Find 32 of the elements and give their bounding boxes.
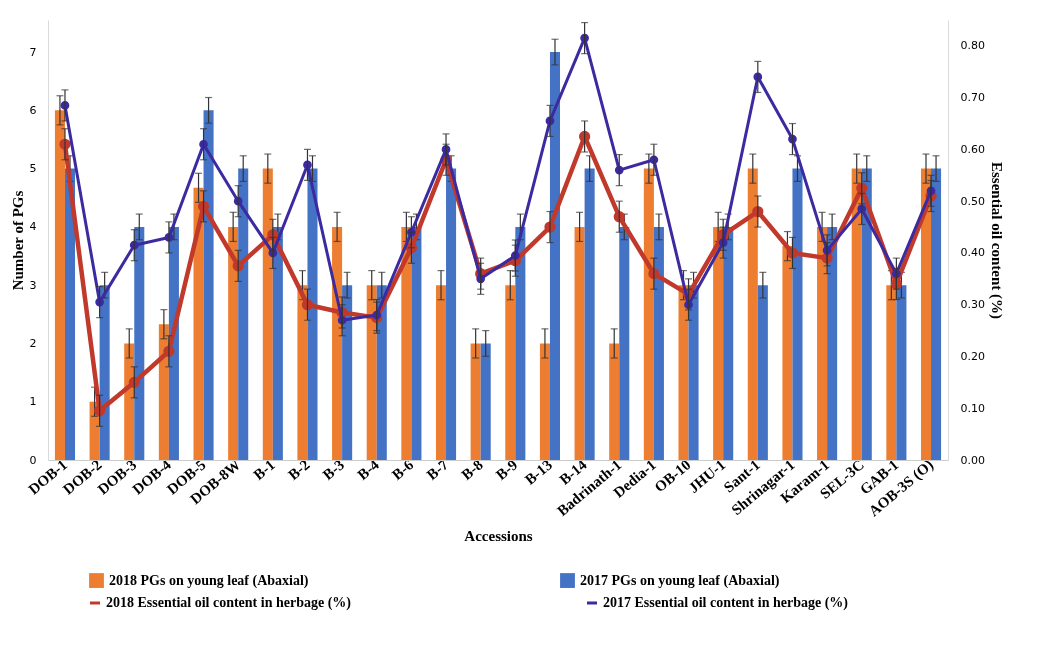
x-tick-label: B-7 bbox=[423, 456, 452, 484]
y-tick-label: 2 bbox=[29, 336, 37, 350]
y2-tick-label: 0.40 bbox=[960, 246, 985, 260]
legend-label: 2018 Essential oil content in herbage (%) bbox=[106, 595, 352, 611]
x-tick-label: B-13 bbox=[521, 456, 556, 488]
y2-tick-label: 0.70 bbox=[960, 91, 985, 105]
y-tick-label: 4 bbox=[29, 220, 37, 234]
y2-tick-label: 0.50 bbox=[960, 194, 985, 208]
x-tick-label: B-9 bbox=[492, 456, 521, 484]
y-tick-label: 6 bbox=[29, 103, 37, 117]
x-tick-label: B-1 bbox=[250, 456, 278, 484]
y2-tick-label: 0.10 bbox=[960, 401, 985, 415]
x-tick-label: B-3 bbox=[319, 456, 348, 484]
legend-label: 2017 Essential oil content in herbage (%) bbox=[603, 595, 849, 611]
legend-label: 2018 PGs on young leaf (Abaxial) bbox=[109, 572, 309, 589]
y-axis-title: Number of PGs bbox=[9, 190, 26, 291]
x-tick-label: B-2 bbox=[285, 456, 313, 484]
y2-axis-title: Essential oil content (%) bbox=[987, 161, 1005, 320]
y2-tick-label: 0.00 bbox=[960, 453, 985, 467]
y-tick-label: 7 bbox=[29, 45, 37, 59]
y2-tick-label: 0.30 bbox=[960, 298, 985, 312]
y2-tick-label: 0.80 bbox=[960, 39, 985, 53]
x-tick-label: B-4 bbox=[354, 456, 383, 484]
x-tick-label: B-8 bbox=[458, 456, 486, 484]
x-tick-label: B-6 bbox=[389, 456, 417, 484]
y-tick-label: 3 bbox=[29, 278, 37, 292]
y2-tick-label: 0.20 bbox=[960, 349, 985, 363]
y2-tick-label: 0.60 bbox=[960, 142, 985, 156]
legend-label: 2017 PGs on young leaf (Abaxial) bbox=[580, 572, 780, 589]
y-tick-label: 1 bbox=[29, 395, 37, 409]
y-tick-label: 5 bbox=[29, 162, 37, 176]
x-axis-title: Accessions bbox=[464, 528, 533, 545]
